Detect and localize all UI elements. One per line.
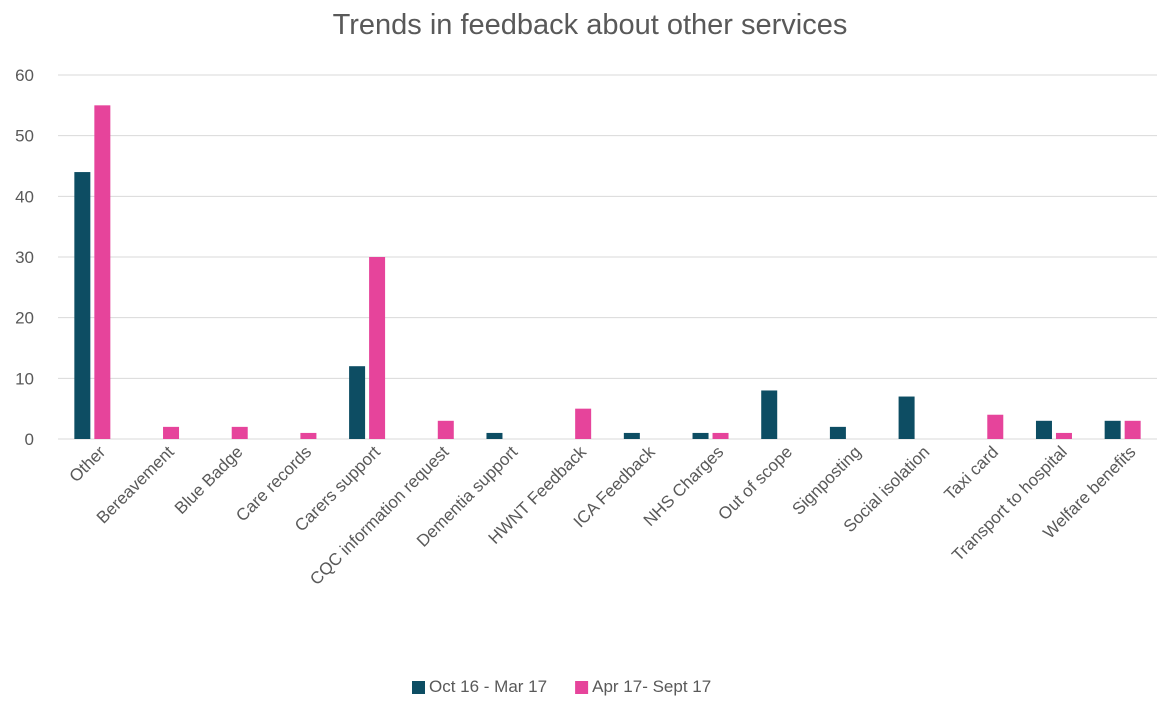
- bar: [437, 420, 454, 439]
- bar: [692, 432, 709, 439]
- bar: [829, 426, 846, 439]
- bar: [575, 408, 592, 439]
- legend-label: Oct 16 - Mar 17: [429, 677, 547, 696]
- y-tick-label: 20: [15, 309, 34, 328]
- bar: [349, 366, 366, 439]
- bar: [898, 396, 915, 439]
- bar: [74, 172, 91, 440]
- legend-swatch: [575, 681, 589, 694]
- bar: [623, 432, 640, 439]
- x-tick-label: Taxi card: [941, 442, 1003, 504]
- legend-swatch: [412, 681, 425, 694]
- y-tick-label: 0: [25, 430, 34, 449]
- y-tick-label: 50: [15, 127, 34, 146]
- x-tick-label: CQC information request: [306, 442, 453, 589]
- bar: [231, 426, 248, 439]
- gridlines: [58, 74, 1157, 440]
- y-tick-label: 10: [15, 369, 34, 388]
- bars: [74, 105, 1141, 440]
- bar: [94, 105, 111, 439]
- y-tick-label: 40: [15, 187, 34, 206]
- x-tick-label: Signposting: [788, 442, 864, 518]
- x-tick-label: Blue Badge: [171, 442, 247, 518]
- chart-title: Trends in feedback about other services: [333, 9, 848, 41]
- legend: Oct 16 - Mar 17 Apr 17- Sept 17: [412, 677, 711, 696]
- x-tick-label: Transport to hospital: [948, 442, 1071, 565]
- bar: [1124, 420, 1141, 439]
- bar: [987, 414, 1004, 439]
- bar: [486, 432, 503, 439]
- bar: [1035, 420, 1052, 439]
- y-axis: 0 10 20 30 40 50 60: [15, 66, 34, 449]
- bar: [1055, 432, 1072, 439]
- y-tick-label: 30: [15, 248, 34, 267]
- bar: [300, 432, 317, 439]
- bar: [761, 390, 778, 439]
- bar: [369, 257, 386, 439]
- bar: [1104, 420, 1121, 439]
- x-tick-label: Other: [66, 442, 110, 486]
- bar: [712, 432, 729, 439]
- x-tick-label: Out of scope: [714, 442, 796, 524]
- bar: [163, 426, 180, 439]
- y-tick-label: 60: [15, 66, 34, 85]
- legend-label: Apr 17- Sept 17: [592, 677, 711, 696]
